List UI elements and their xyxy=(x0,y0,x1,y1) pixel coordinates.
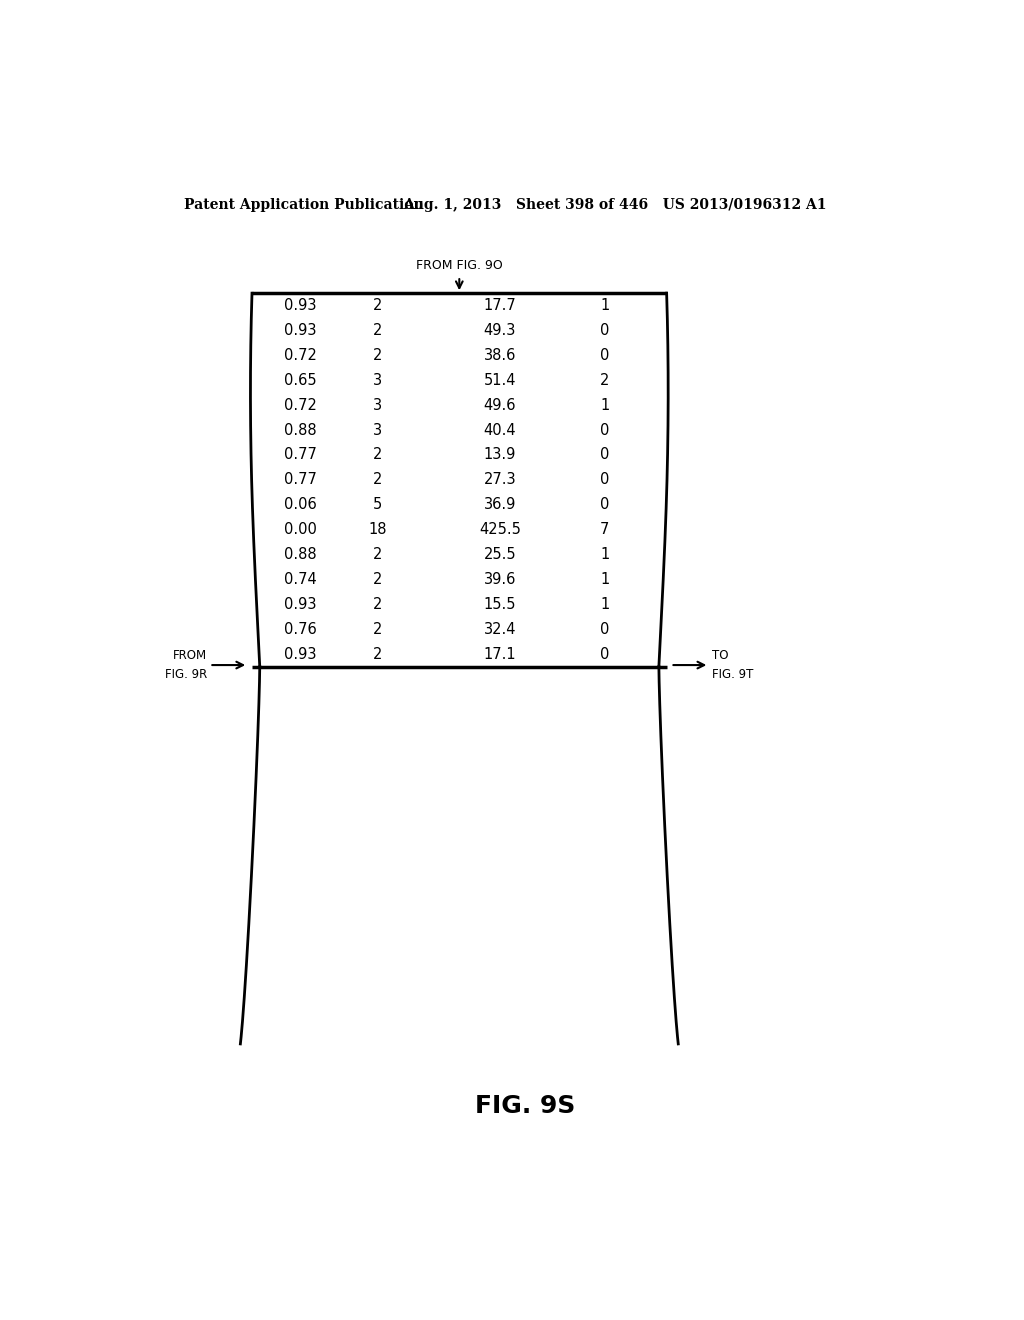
Text: 0.77: 0.77 xyxy=(284,447,316,462)
Text: 18: 18 xyxy=(369,523,387,537)
Text: 0.93: 0.93 xyxy=(284,323,316,338)
Text: 0: 0 xyxy=(600,348,609,363)
Text: 2: 2 xyxy=(600,372,609,388)
Text: 25.5: 25.5 xyxy=(483,546,516,562)
Text: 0: 0 xyxy=(600,447,609,462)
Text: 2: 2 xyxy=(373,473,382,487)
Text: FROM FIG. 9O: FROM FIG. 9O xyxy=(416,259,503,272)
Text: 2: 2 xyxy=(373,597,382,612)
Text: TO: TO xyxy=(712,649,728,663)
Text: FIG. 9R: FIG. 9R xyxy=(165,668,207,681)
Text: FIG. 9S: FIG. 9S xyxy=(474,1094,575,1118)
Text: 0.72: 0.72 xyxy=(284,348,316,363)
Text: 2: 2 xyxy=(373,622,382,636)
Text: 0.88: 0.88 xyxy=(284,422,316,438)
Text: 1: 1 xyxy=(600,397,609,413)
Text: 5: 5 xyxy=(373,498,382,512)
Text: 0: 0 xyxy=(600,498,609,512)
Text: 0: 0 xyxy=(600,422,609,438)
Text: 2: 2 xyxy=(373,546,382,562)
Text: 0.65: 0.65 xyxy=(284,372,316,388)
Text: 0: 0 xyxy=(600,323,609,338)
Text: 0: 0 xyxy=(600,622,609,636)
Text: 2: 2 xyxy=(373,298,382,313)
Text: 3: 3 xyxy=(373,422,382,438)
Text: 0.93: 0.93 xyxy=(284,647,316,661)
Text: 13.9: 13.9 xyxy=(483,447,516,462)
Text: 17.7: 17.7 xyxy=(483,298,516,313)
Text: 40.4: 40.4 xyxy=(483,422,516,438)
Text: 39.6: 39.6 xyxy=(483,572,516,587)
Text: 1: 1 xyxy=(600,597,609,612)
Text: 36.9: 36.9 xyxy=(483,498,516,512)
Text: 0.88: 0.88 xyxy=(284,546,316,562)
Text: 0.77: 0.77 xyxy=(284,473,316,487)
Text: 0: 0 xyxy=(600,473,609,487)
Text: 2: 2 xyxy=(373,447,382,462)
Text: 1: 1 xyxy=(600,572,609,587)
Text: 51.4: 51.4 xyxy=(483,372,516,388)
Text: 425.5: 425.5 xyxy=(479,523,521,537)
Text: 7: 7 xyxy=(600,523,609,537)
Text: 32.4: 32.4 xyxy=(483,622,516,636)
Text: 15.5: 15.5 xyxy=(483,597,516,612)
Text: 0.76: 0.76 xyxy=(284,622,316,636)
Text: Aug. 1, 2013   Sheet 398 of 446   US 2013/0196312 A1: Aug. 1, 2013 Sheet 398 of 446 US 2013/01… xyxy=(403,198,826,213)
Text: 2: 2 xyxy=(373,323,382,338)
Text: 0.93: 0.93 xyxy=(284,298,316,313)
Text: 0.72: 0.72 xyxy=(284,397,316,413)
Text: 3: 3 xyxy=(373,397,382,413)
Text: 0.00: 0.00 xyxy=(284,523,316,537)
Text: 3: 3 xyxy=(373,372,382,388)
Text: FIG. 9T: FIG. 9T xyxy=(712,668,753,681)
Text: FROM: FROM xyxy=(173,649,207,663)
Text: 1: 1 xyxy=(600,298,609,313)
Text: 49.3: 49.3 xyxy=(483,323,516,338)
Text: Patent Application Publication: Patent Application Publication xyxy=(183,198,424,213)
Text: 49.6: 49.6 xyxy=(483,397,516,413)
Text: 0: 0 xyxy=(600,647,609,661)
Text: 1: 1 xyxy=(600,546,609,562)
Text: 0.06: 0.06 xyxy=(284,498,316,512)
Text: 2: 2 xyxy=(373,647,382,661)
Text: 0.93: 0.93 xyxy=(284,597,316,612)
Text: 0.74: 0.74 xyxy=(284,572,316,587)
Text: 17.1: 17.1 xyxy=(483,647,516,661)
Text: 38.6: 38.6 xyxy=(483,348,516,363)
Text: 2: 2 xyxy=(373,572,382,587)
Text: 2: 2 xyxy=(373,348,382,363)
Text: 27.3: 27.3 xyxy=(483,473,516,487)
